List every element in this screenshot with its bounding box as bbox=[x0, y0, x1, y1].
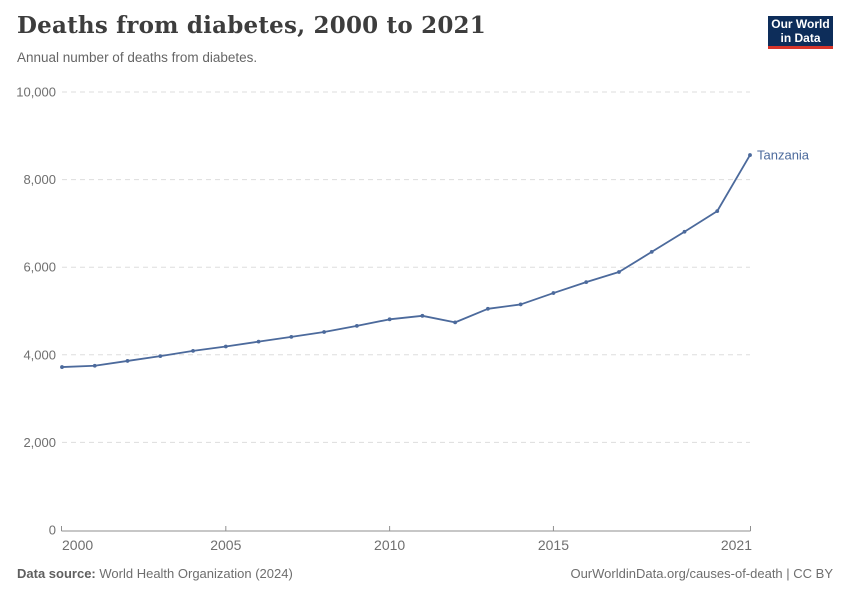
data-point[interactable] bbox=[584, 280, 589, 284]
data-point[interactable] bbox=[158, 354, 163, 359]
data-point[interactable] bbox=[453, 320, 458, 325]
data-point[interactable] bbox=[60, 365, 64, 369]
logo-line2: in Data bbox=[780, 31, 821, 45]
x-tick-label: 2015 bbox=[538, 537, 569, 553]
chart-title: Deaths from diabetes, 2000 to 2021 bbox=[17, 12, 486, 39]
x-tick-label: 2000 bbox=[62, 537, 93, 553]
data-point[interactable] bbox=[92, 363, 97, 368]
data-point[interactable] bbox=[256, 339, 261, 344]
y-tick-label: 8,000 bbox=[23, 172, 56, 187]
data-point[interactable] bbox=[387, 317, 392, 322]
y-tick-label: 0 bbox=[49, 523, 56, 538]
y-tick-label: 6,000 bbox=[23, 260, 56, 275]
chart-footer: Data source: World Health Organization (… bbox=[17, 566, 833, 581]
series-line-tanzania[interactable] bbox=[61, 154, 751, 368]
y-tick-label: 4,000 bbox=[23, 347, 56, 362]
y-tick-label: 2,000 bbox=[23, 435, 56, 450]
data-point[interactable] bbox=[617, 270, 621, 274]
y-tick-label: 10,000 bbox=[16, 85, 56, 100]
credit-link[interactable]: OurWorldinData.org/causes-of-death | CC … bbox=[570, 566, 833, 581]
data-point[interactable] bbox=[748, 153, 752, 157]
data-point[interactable] bbox=[223, 344, 228, 349]
chart-canvas[interactable]: 0 2,000 4,000 6,000 8,000 10,000 2000 2005 2010 2… bbox=[0, 80, 850, 560]
logo-line1: Our World bbox=[771, 17, 830, 31]
data-source: Data source: World Health Organization (… bbox=[17, 566, 293, 581]
owid-logo[interactable]: Our World in Data bbox=[768, 16, 833, 49]
data-point[interactable] bbox=[289, 334, 294, 339]
data-point[interactable] bbox=[125, 359, 130, 363]
data-point[interactable] bbox=[322, 330, 326, 334]
data-point[interactable] bbox=[486, 306, 490, 311]
data-point[interactable] bbox=[551, 291, 556, 295]
data-point[interactable] bbox=[354, 323, 359, 328]
data-source-value: World Health Organization (2024) bbox=[99, 566, 293, 581]
data-point[interactable] bbox=[420, 313, 425, 318]
data-point[interactable] bbox=[649, 249, 654, 254]
data-point[interactable] bbox=[715, 209, 720, 214]
x-tick-label: 2021 bbox=[721, 537, 752, 553]
x-tick-label: 2010 bbox=[374, 537, 405, 553]
data-point[interactable] bbox=[518, 302, 523, 307]
x-tick-label: 2005 bbox=[210, 537, 241, 553]
chart-subtitle: Annual number of deaths from diabetes. bbox=[17, 50, 258, 65]
data-point[interactable] bbox=[682, 229, 687, 234]
data-point[interactable] bbox=[191, 348, 195, 353]
series-label-tanzania[interactable]: Tanzania bbox=[757, 148, 810, 163]
data-source-label: Data source: bbox=[17, 566, 96, 581]
